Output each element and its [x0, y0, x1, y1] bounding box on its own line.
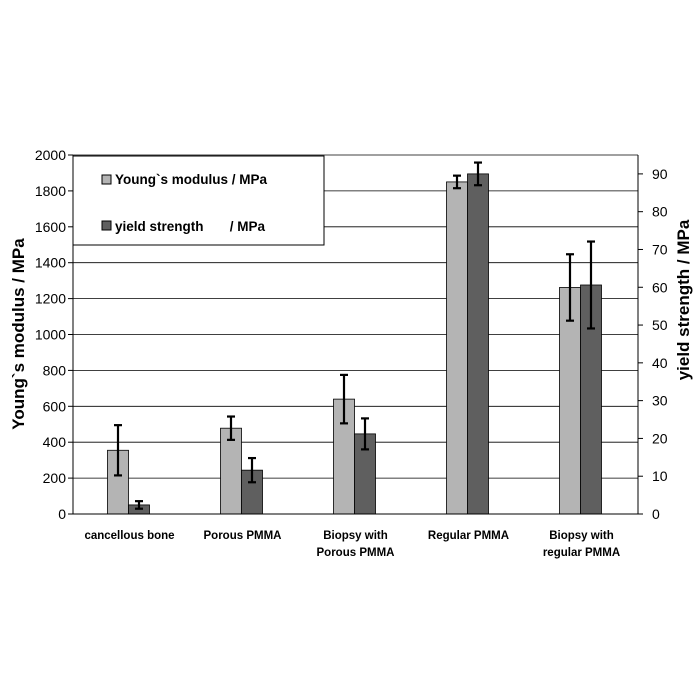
bar-yield-strength — [467, 173, 489, 515]
left-tick-label: 1400 — [35, 255, 66, 271]
left-tick-label: 800 — [43, 362, 67, 378]
right-tick-label: 40 — [652, 355, 668, 371]
left-tick-label: 1200 — [35, 291, 66, 307]
left-tick-label: 1000 — [35, 327, 66, 343]
legend-swatch-yield-strength — [101, 220, 112, 231]
legend-label-youngs-modulus: Young`s modulus / MPa — [115, 172, 267, 187]
bar-youngs-modulus — [220, 427, 242, 515]
right-tick-label: 80 — [652, 204, 668, 220]
left-tick-label: 1600 — [35, 219, 66, 235]
left-axis-title: Young`s modulus / MPa — [9, 238, 28, 430]
left-tick-label: 400 — [43, 434, 67, 450]
left-tick-labels: 0 200 400 600 800 1000 1200 1400 1600 1800 2000 — [35, 147, 66, 522]
category-label: regular PMMA — [543, 547, 620, 559]
category-labels: cancellous bone Porous PMMA Biopsy with Por… — [84, 530, 620, 559]
bars — [107, 173, 602, 515]
right-tick-label: 20 — [652, 430, 668, 446]
left-tick-label: 200 — [43, 470, 67, 486]
category-label: Porous PMMA — [317, 547, 395, 559]
category-label: Porous PMMA — [204, 530, 282, 542]
right-tick-label: 10 — [652, 468, 668, 484]
left-tick-label: 600 — [43, 398, 67, 414]
left-tick-label: 0 — [58, 506, 66, 522]
category-label: cancellous bone — [84, 530, 174, 542]
bar-youngs-modulus — [446, 181, 468, 515]
legend: Young`s modulus / MPa yield strength / M… — [72, 155, 325, 246]
category-label: Biopsy with — [549, 530, 614, 542]
right-tick-label: 70 — [652, 241, 668, 257]
right-tick-label: 90 — [652, 166, 668, 182]
right-tick-label: 0 — [652, 506, 660, 522]
right-tick-labels: 0 10 20 30 40 50 60 70 80 90 — [652, 166, 668, 522]
left-tick-label: 2000 — [35, 147, 66, 163]
error-bars — [114, 161, 595, 510]
category-label: Regular PMMA — [428, 530, 509, 542]
legend-label-yield-strength: yield strength / MPa — [115, 219, 266, 234]
legend-box — [72, 155, 325, 246]
right-tick-label: 50 — [652, 317, 668, 333]
right-tick-label: 60 — [652, 279, 668, 295]
right-axis-title: yield strength / MPa — [674, 219, 693, 380]
left-tick-label: 1800 — [35, 183, 66, 199]
right-tick-label: 30 — [652, 393, 668, 409]
category-label: Biopsy with — [323, 530, 388, 542]
legend-swatch-youngs-modulus — [101, 174, 112, 185]
gridlines — [73, 154, 638, 479]
